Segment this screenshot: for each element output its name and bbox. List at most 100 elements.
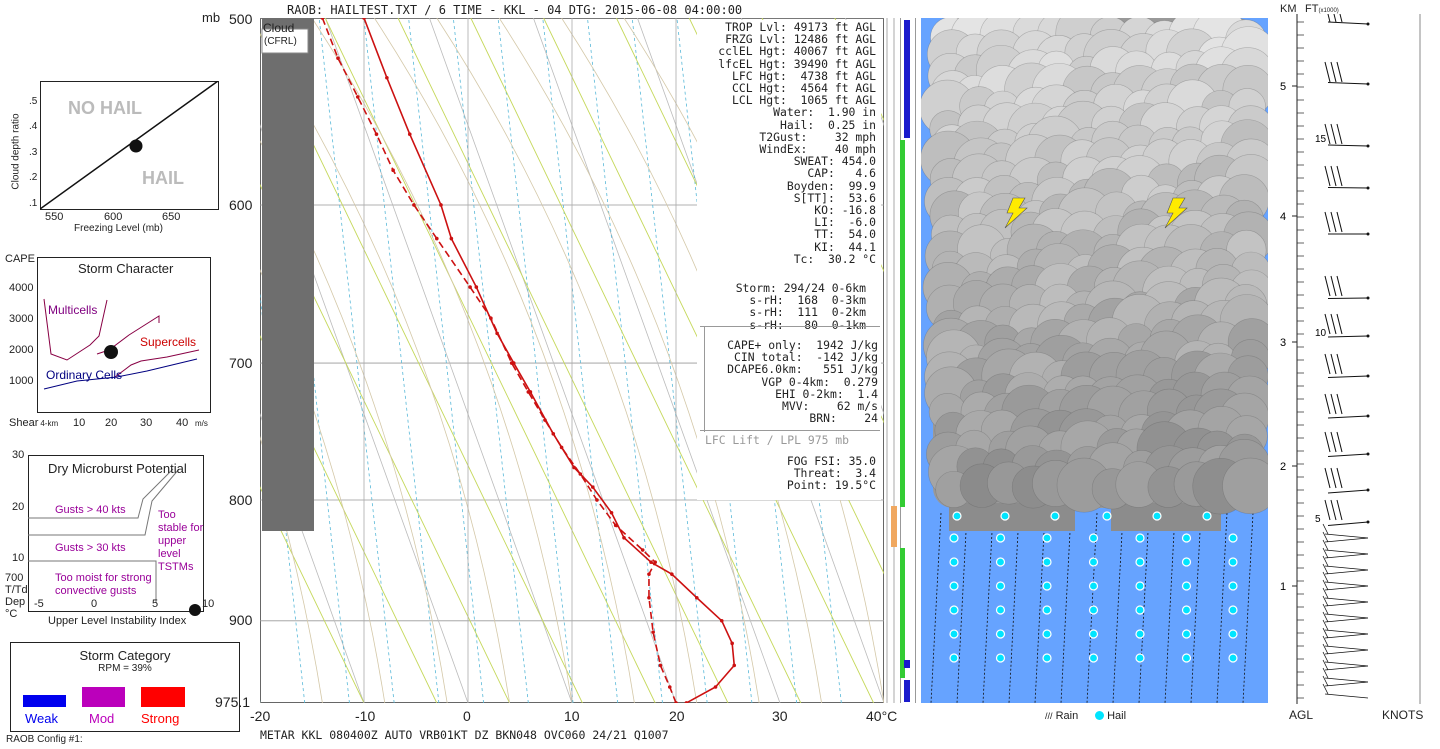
- hail-stone: [1102, 511, 1112, 521]
- wind-barb-flag: [1322, 643, 1329, 655]
- index-line: s-rH: 168 0-3km: [749, 293, 866, 308]
- sounding-point: [578, 472, 583, 476]
- wind-barb: [1327, 82, 1369, 85]
- hail-stone: [1228, 557, 1238, 567]
- wind-barb-flag: [1324, 61, 1331, 83]
- index-line: LCL Hgt: 1065 ft AGL: [731, 93, 876, 108]
- shear-tick: 40: [176, 417, 189, 429]
- indices-bg: [697, 20, 881, 500]
- mb-ytick: 20: [12, 501, 25, 513]
- moist-adiabat: [498, 18, 760, 703]
- wind-barb-flag: [1339, 14, 1343, 23]
- sounding-point: [355, 95, 360, 99]
- wind-barb-flag: [1336, 393, 1343, 415]
- no-hail-label: NO HAIL: [68, 98, 142, 118]
- wind-barb-flag: [1324, 313, 1331, 335]
- wind-barb-flag: [1322, 595, 1329, 607]
- temperature-line: [363, 18, 736, 703]
- hail-stone: [1181, 629, 1192, 639]
- wind-barb: [1324, 661, 1369, 667]
- mod-swatch: [82, 687, 125, 707]
- sounding-point: [489, 316, 493, 320]
- sounding-point: [391, 168, 395, 173]
- sounding-point: [559, 445, 564, 450]
- wind-barb: [1324, 681, 1369, 687]
- wind-barb-flag: [1324, 275, 1331, 297]
- index-line: LI: -6.0: [814, 215, 876, 230]
- hail-stone: [1228, 629, 1238, 639]
- hail-stone: [1088, 653, 1099, 663]
- wind-panel: 5 4 3 2 1 15 10 5: [1280, 14, 1421, 704]
- sounding-point: [336, 56, 340, 61]
- hail-stone: [1228, 581, 1238, 591]
- wind-barb-flag: [1330, 431, 1337, 453]
- wind-barb-flag: [1322, 547, 1329, 559]
- sounding-point: [591, 485, 595, 489]
- wind-barb-point: [1366, 232, 1370, 236]
- hail-stone: [949, 533, 959, 543]
- wind-barb-point: [1366, 82, 1370, 86]
- km-tick-label: 1: [1280, 581, 1286, 593]
- mb-ylab: °C: [5, 608, 18, 620]
- mb-ytick: 10: [12, 552, 25, 564]
- too-moist-label: Too moist for strong convective gusts: [55, 572, 152, 597]
- mb-ylab: 700: [5, 572, 24, 584]
- hail-stone: [1202, 511, 1212, 521]
- shear-tick: 30: [140, 417, 153, 429]
- wind-barb-point: [1366, 296, 1370, 300]
- strong-label: Strong: [141, 711, 180, 726]
- mb-xtick: -5: [34, 598, 44, 610]
- strip-green: [900, 548, 905, 678]
- mixing-ratio-line: [497, 18, 574, 703]
- km-tick-label: 3: [1280, 337, 1286, 349]
- sounding-point: [670, 572, 674, 576]
- sounding-point: [713, 685, 718, 689]
- hail-xlabel: Freezing Level (mb): [74, 223, 163, 234]
- p-label: 700: [229, 355, 253, 371]
- index-line: Water: 1.90 in: [773, 105, 876, 120]
- ft-sub: (x1000): [1318, 8, 1339, 14]
- p-label: 900: [229, 612, 253, 628]
- knots-label: KNOTS: [1382, 708, 1424, 722]
- wind-barb: [1324, 613, 1369, 619]
- indices-block-1: TROP Lvl: 49173 ft AGL FRZG Lvl: 12486 ft…: [698, 21, 876, 265]
- hail-stone: [1135, 557, 1145, 567]
- wind-barb-flag: [1322, 627, 1329, 639]
- km-tick-label: 5: [1280, 81, 1286, 93]
- cloud-puff: [1222, 457, 1268, 515]
- hail-stone: [1042, 605, 1052, 615]
- t-label: 0: [463, 708, 471, 724]
- wind-barb-flag: [1330, 313, 1337, 335]
- wind-barb-flag: [1330, 467, 1337, 489]
- mixing-ratio-line: [542, 18, 619, 703]
- storm-character-panel: CAPE Storm Character Multicells Supercel…: [0, 250, 250, 435]
- index-line: S[TT]: 53.6: [793, 190, 876, 205]
- wind-barb: [1327, 144, 1369, 147]
- lfc-lift: LFC Lift / LPL 975 mb: [705, 433, 850, 447]
- mb-xtick: 10: [202, 598, 215, 610]
- hail-stone: [995, 557, 1006, 567]
- sounding-point: [407, 132, 412, 137]
- p-label: 500: [229, 11, 253, 27]
- index-line: MVV: 62 m/s: [781, 399, 878, 414]
- sounding-point: [495, 331, 499, 336]
- hail-stone: [1135, 581, 1145, 591]
- hail-stone: [1042, 581, 1052, 591]
- cloud-depth-bar: [262, 18, 314, 531]
- sounding-point: [674, 701, 678, 703]
- dry-adiabat: [260, 486, 365, 703]
- sounding-point: [362, 18, 366, 20]
- km-tick-label: 4: [1280, 211, 1286, 223]
- hail-xtick: 650: [162, 211, 181, 223]
- indices-block-4: FOG FSI: 35.0 Threat: 3.4 Point: 19.5°C: [698, 455, 876, 492]
- cloud-sub: (CFRL): [264, 36, 297, 47]
- sounding-point: [412, 203, 416, 207]
- index-line: s-rH: 80 0-1km: [749, 317, 866, 332]
- wind-barb-flag: [1322, 563, 1329, 575]
- hail-stone: [952, 511, 962, 521]
- shear-text: Shear: [9, 417, 39, 429]
- index-line: BRN: 24: [809, 411, 878, 426]
- sounding-point: [649, 560, 653, 564]
- dry-adiabat: [470, 18, 802, 703]
- hail-stone: [1228, 653, 1238, 663]
